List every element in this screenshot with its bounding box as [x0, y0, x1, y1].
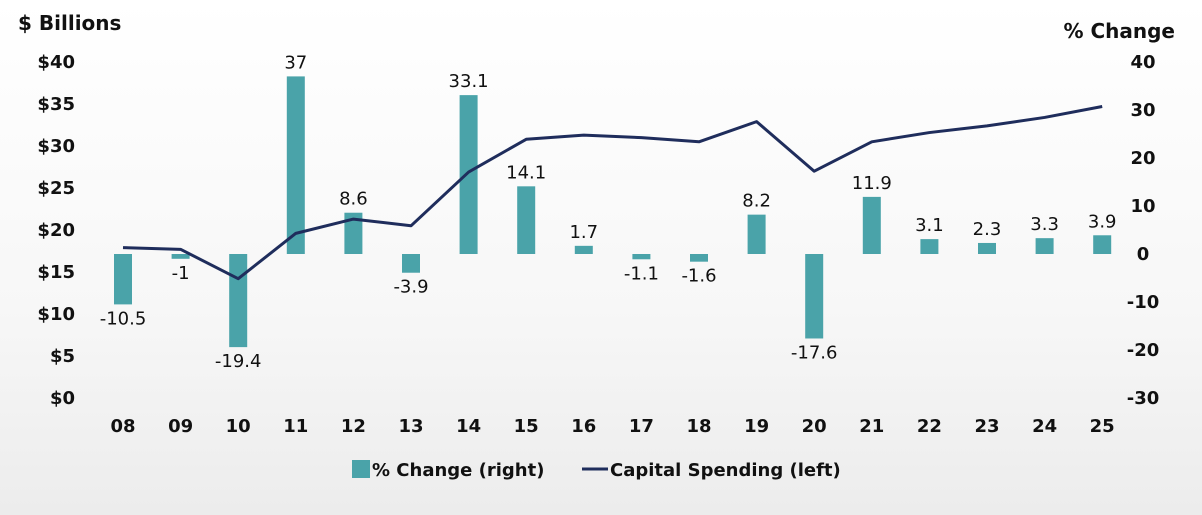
bar-label-20: -17.6: [791, 342, 838, 363]
x-tick-10: 10: [226, 416, 251, 437]
bar-11: [286, 76, 305, 255]
right-tick-label: 10: [1130, 196, 1155, 217]
bar-label-15: 14.1: [506, 162, 546, 183]
x-tick-08: 08: [110, 416, 135, 437]
legend: % Change (right) Capital Spending (left): [352, 460, 841, 481]
legend-bar-swatch: [352, 460, 370, 478]
bar-16: [574, 245, 593, 254]
x-tick-11: 11: [283, 416, 308, 437]
x-tick-21: 21: [859, 416, 884, 437]
bar-label-19: 8.2: [742, 191, 771, 212]
bar-series: [114, 76, 1112, 348]
x-axis-ticks: 08 09 10 11 12 13 14 15 16 17 18 19 20 21 22 23 24 25: [110, 416, 1114, 437]
bar-08: [114, 254, 132, 305]
bar-label-25: 3.9: [1088, 211, 1117, 232]
bar-label-12: 8.6: [339, 189, 368, 210]
x-tick-23: 23: [974, 416, 999, 437]
bar-label-18: -1.6: [681, 266, 716, 287]
right-tick-label: -10: [1127, 292, 1160, 313]
line-series: [122, 105, 1103, 281]
left-axis-ticks: $0 $5 $10 $15 $20 $25 $30 $35 $40: [37, 52, 75, 409]
bar-14: [459, 95, 478, 255]
bar-21: [862, 196, 881, 254]
bar-label-13: -3.9: [393, 277, 428, 298]
right-axis-title: % Change: [1063, 19, 1175, 43]
right-axis-ticks: -30 -20 -10 0 10 20 30 40: [1127, 52, 1160, 409]
x-tick-15: 15: [514, 416, 539, 437]
x-tick-19: 19: [744, 416, 769, 437]
legend-line-label: Capital Spending (left): [610, 460, 841, 481]
left-tick-label: $10: [37, 304, 75, 325]
right-tick-label: 0: [1137, 244, 1150, 265]
bar-data-labels: -10.5 -1 -19.4 37 8.6 -3.9 33.1 14.1 1.7 -1.1 -1.6…: [100, 52, 1117, 372]
capital-spending-line: [122, 105, 1103, 281]
bar-label-17: -1.1: [624, 263, 659, 284]
bar-09: [171, 254, 190, 259]
left-tick-label: $15: [37, 262, 75, 283]
x-tick-09: 09: [168, 416, 193, 437]
right-tick-label: -20: [1127, 340, 1160, 361]
x-tick-24: 24: [1032, 416, 1057, 437]
bar-label-24: 3.3: [1030, 214, 1059, 235]
left-axis-title: $ Billions: [18, 11, 121, 35]
left-tick-label: $25: [37, 178, 75, 199]
x-tick-22: 22: [917, 416, 942, 437]
x-tick-17: 17: [629, 416, 654, 437]
left-tick-label: $5: [50, 346, 75, 367]
bar-23: [978, 242, 996, 254]
x-tick-13: 13: [398, 416, 423, 437]
bar-label-22: 3.1: [915, 215, 944, 236]
bar-10: [229, 254, 248, 348]
x-tick-25: 25: [1090, 416, 1115, 437]
bar-25: [1093, 235, 1112, 254]
right-tick-label: 40: [1130, 52, 1155, 73]
bar-19: [747, 214, 766, 254]
bar-18: [690, 254, 708, 262]
bar-label-23: 2.3: [973, 219, 1002, 240]
x-tick-20: 20: [802, 416, 827, 437]
bar-label-21: 11.9: [852, 173, 892, 194]
right-tick-label: -30: [1127, 388, 1160, 409]
bar-label-08: -10.5: [100, 308, 147, 329]
bar-label-10: -19.4: [215, 351, 262, 372]
right-tick-label: 20: [1130, 148, 1155, 169]
bar-12: [344, 212, 363, 254]
left-tick-label: $40: [37, 52, 75, 73]
left-tick-label: $30: [37, 136, 75, 157]
bar-20: [805, 254, 824, 339]
x-tick-18: 18: [686, 416, 711, 437]
bar-label-14: 33.1: [449, 71, 489, 92]
bar-22: [920, 239, 939, 254]
left-tick-label: $35: [37, 94, 75, 115]
bar-label-11: 37: [284, 52, 307, 73]
bar-24: [1035, 238, 1054, 254]
bar-15: [517, 186, 536, 254]
left-tick-label: $0: [50, 388, 75, 409]
right-tick-label: 30: [1130, 100, 1155, 121]
bar-label-09: -1: [172, 263, 190, 284]
bar-17: [632, 254, 651, 260]
x-tick-14: 14: [456, 416, 481, 437]
bar-13: [402, 254, 420, 273]
x-tick-12: 12: [341, 416, 366, 437]
x-tick-16: 16: [571, 416, 596, 437]
left-tick-label: $20: [37, 220, 75, 241]
bar-label-16: 1.7: [569, 222, 598, 243]
legend-bar-label: % Change (right): [372, 460, 544, 481]
